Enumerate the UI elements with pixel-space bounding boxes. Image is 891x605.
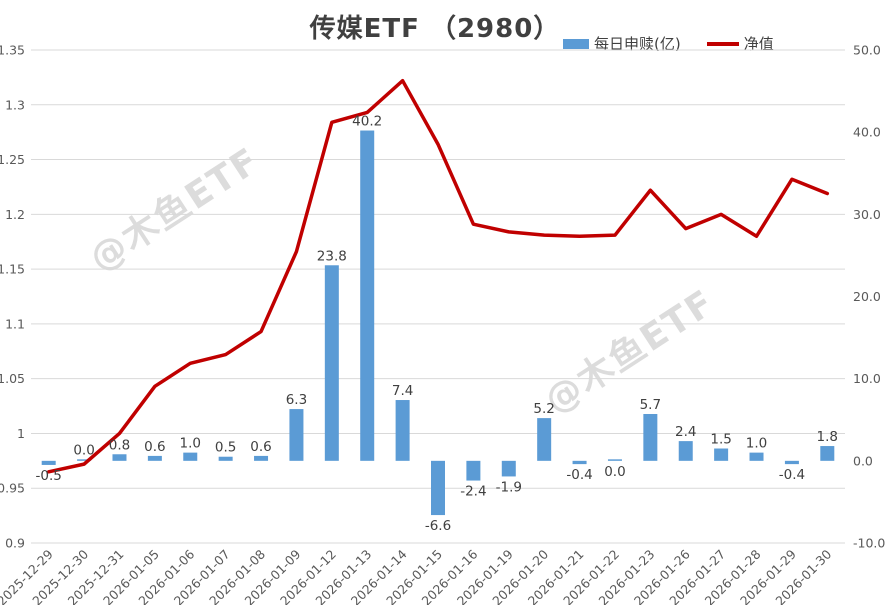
bar-value-label: 1.5: [710, 432, 731, 448]
bar-value-label: 1.8: [817, 429, 838, 445]
right-axis-tick-label: 20.0: [853, 289, 881, 304]
bar: [678, 441, 693, 461]
bar-value-label: 0.6: [144, 439, 165, 455]
bar: [820, 446, 835, 461]
left-axis-tick-label: 1.2: [5, 207, 25, 222]
legend-label-nav: 净值: [743, 35, 774, 53]
legend-label-daily-flow: 每日申赎(亿): [594, 35, 681, 53]
bar-value-label: 40.2: [352, 114, 382, 130]
bar: [431, 460, 445, 516]
bar: [147, 455, 162, 461]
bar-value-label: 1.0: [180, 436, 201, 452]
bar: [360, 130, 375, 461]
left-axis-tick-label: 1.1: [5, 316, 25, 331]
left-axis-tick-label: 1.25: [0, 152, 25, 167]
chart-title: 传媒ETF （2980）: [309, 14, 561, 44]
right-axis-tick-label: 0.0: [853, 453, 873, 468]
bar-value-label: -0.4: [779, 467, 805, 483]
bar-value-label: 7.4: [392, 383, 413, 399]
bar: [607, 459, 622, 461]
left-axis-tick-label: 0.9: [5, 536, 25, 551]
bar-value-label: -6.6: [425, 518, 451, 534]
bar: [41, 460, 56, 465]
left-axis-tick-label: 1.3: [5, 97, 25, 112]
bar-value-label: -2.4: [460, 484, 486, 500]
bar: [501, 460, 516, 477]
left-axis-tick-label: 1.05: [0, 371, 25, 386]
bar: [395, 400, 410, 461]
bar-series-swatch-icon: [563, 38, 589, 49]
bar: [254, 455, 269, 461]
bar-value-label: 5.2: [533, 401, 554, 417]
bar-value-label: 2.4: [675, 424, 696, 440]
watermark: @木鱼ETF: [83, 140, 268, 280]
left-axis-tick-label: 0.95: [0, 481, 25, 496]
bar-value-label: 23.8: [317, 248, 347, 264]
bar-value-label: 6.3: [286, 392, 307, 408]
bar: [289, 409, 304, 461]
bar: [77, 459, 92, 461]
bar: [572, 460, 587, 465]
bar-value-label: 0.5: [215, 440, 236, 456]
right-axis-tick-label: -10.0: [853, 536, 885, 551]
bar-value-label: -1.9: [496, 479, 522, 495]
bar: [749, 452, 764, 461]
bar: [714, 448, 729, 461]
legend-item-daily-flow: 每日申赎(亿): [563, 33, 681, 54]
bar-value-label: 5.7: [640, 397, 661, 413]
legend-item-nav: 净值: [706, 33, 774, 54]
bar: [324, 265, 339, 461]
right-axis-tick-label: 50.0: [853, 43, 881, 58]
bar: [218, 456, 233, 461]
bar: [537, 418, 552, 461]
left-axis-tick-label: 1.15: [0, 262, 25, 277]
bar: [466, 460, 481, 481]
bar-value-label: 0.0: [604, 464, 625, 480]
legend: 每日申赎(亿) 净值: [563, 33, 774, 54]
bar-value-label: 0.8: [109, 437, 130, 453]
bar-value-label: 0.6: [250, 439, 271, 455]
right-axis-tick-label: 40.0: [853, 125, 881, 140]
line-series-swatch-icon: [706, 41, 739, 46]
bar: [784, 460, 799, 465]
bar: [643, 413, 658, 461]
bar-value-label: -0.5: [36, 468, 62, 484]
bar-value-label: 1.0: [746, 436, 767, 452]
nav-line: [46, 78, 830, 474]
right-axis-tick-label: 30.0: [853, 207, 881, 222]
watermark: @木鱼ETF: [538, 282, 723, 422]
bar: [183, 452, 198, 461]
left-axis-tick-label: 1.35: [0, 43, 25, 58]
bar: [112, 454, 127, 461]
bar-value-label: 0.0: [73, 442, 94, 458]
left-axis-tick-label: 1: [17, 426, 25, 441]
bar-value-label: -0.4: [566, 467, 592, 483]
right-axis-tick-label: 10.0: [853, 371, 881, 386]
